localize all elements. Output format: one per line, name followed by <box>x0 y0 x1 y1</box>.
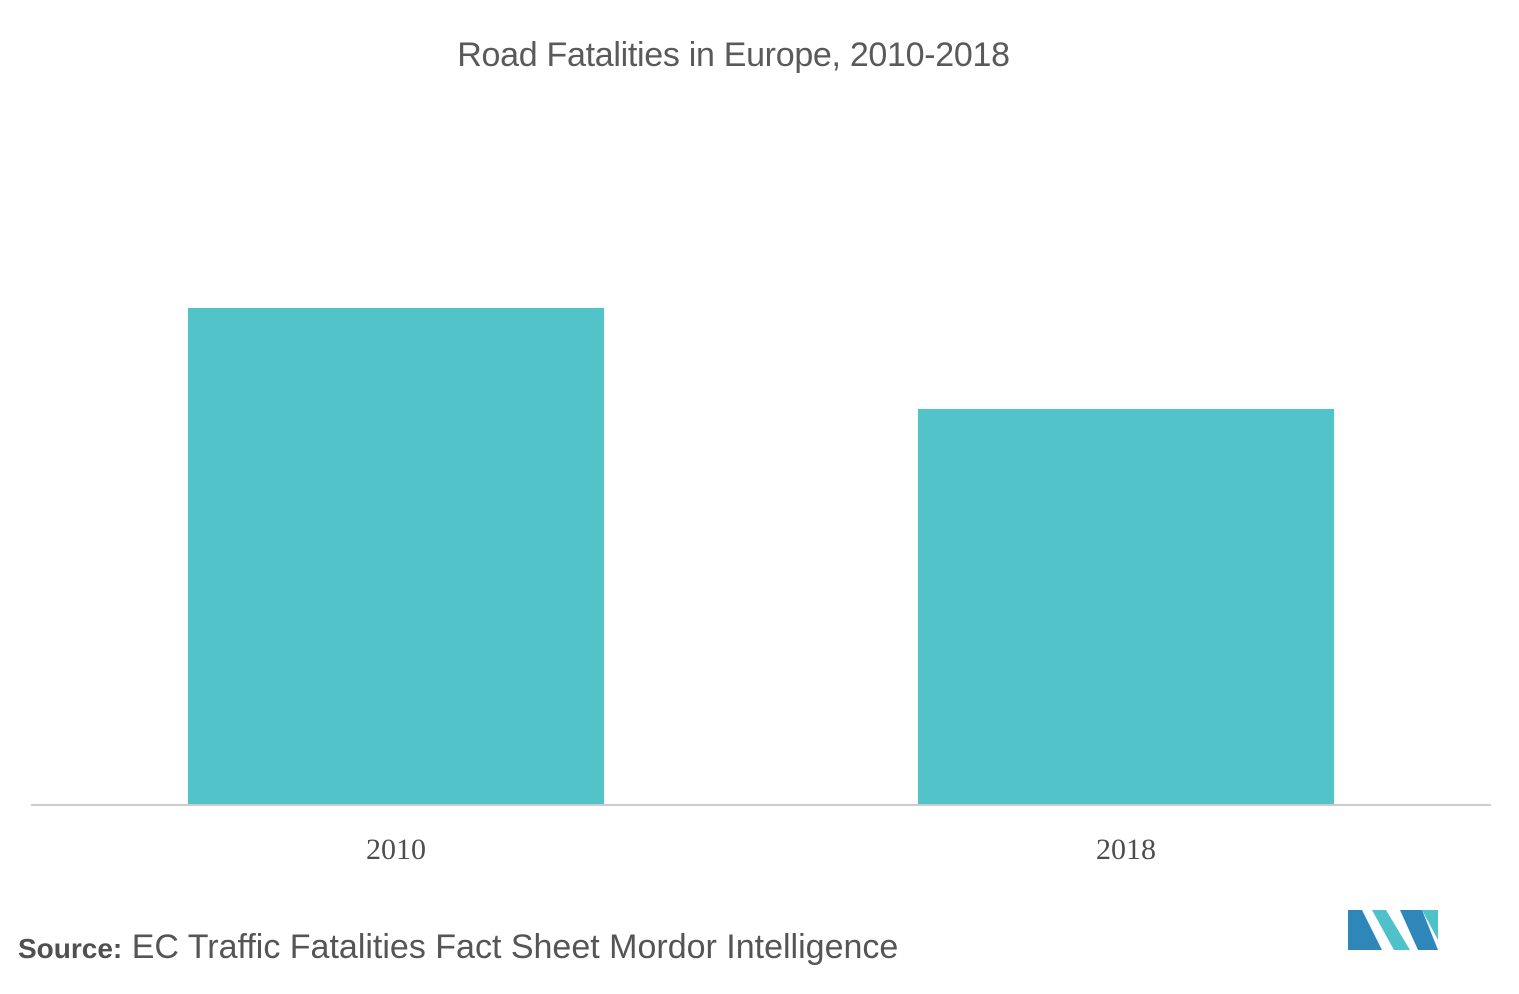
logo-right-top <box>1422 910 1438 940</box>
x-tick-label-2018: 2018 <box>1096 833 1156 866</box>
logo-left-stroke <box>1348 910 1382 950</box>
bar-2010 <box>187 308 605 805</box>
chart-title: Road Fatalities in Europe, 2010-2018 <box>457 36 1010 74</box>
source-text: EC Traffic Fatalities Fact Sheet Mordor … <box>131 928 899 966</box>
x-tick-labels: 2010 2018 <box>366 833 1156 866</box>
logo-right-stroke <box>1400 910 1438 950</box>
source-note: Source: EC Traffic Fatalities Fact Sheet… <box>18 928 898 967</box>
bar-2018 <box>917 408 1335 805</box>
x-tick-label-2010: 2010 <box>366 833 426 866</box>
logo-middle-stroke <box>1372 910 1410 950</box>
mordor-intelligence-logo-icon <box>1348 910 1438 950</box>
bar-chart: 2010 2018 <box>31 308 1491 866</box>
source-label: Source: <box>18 933 123 964</box>
bars-group <box>187 308 1335 805</box>
